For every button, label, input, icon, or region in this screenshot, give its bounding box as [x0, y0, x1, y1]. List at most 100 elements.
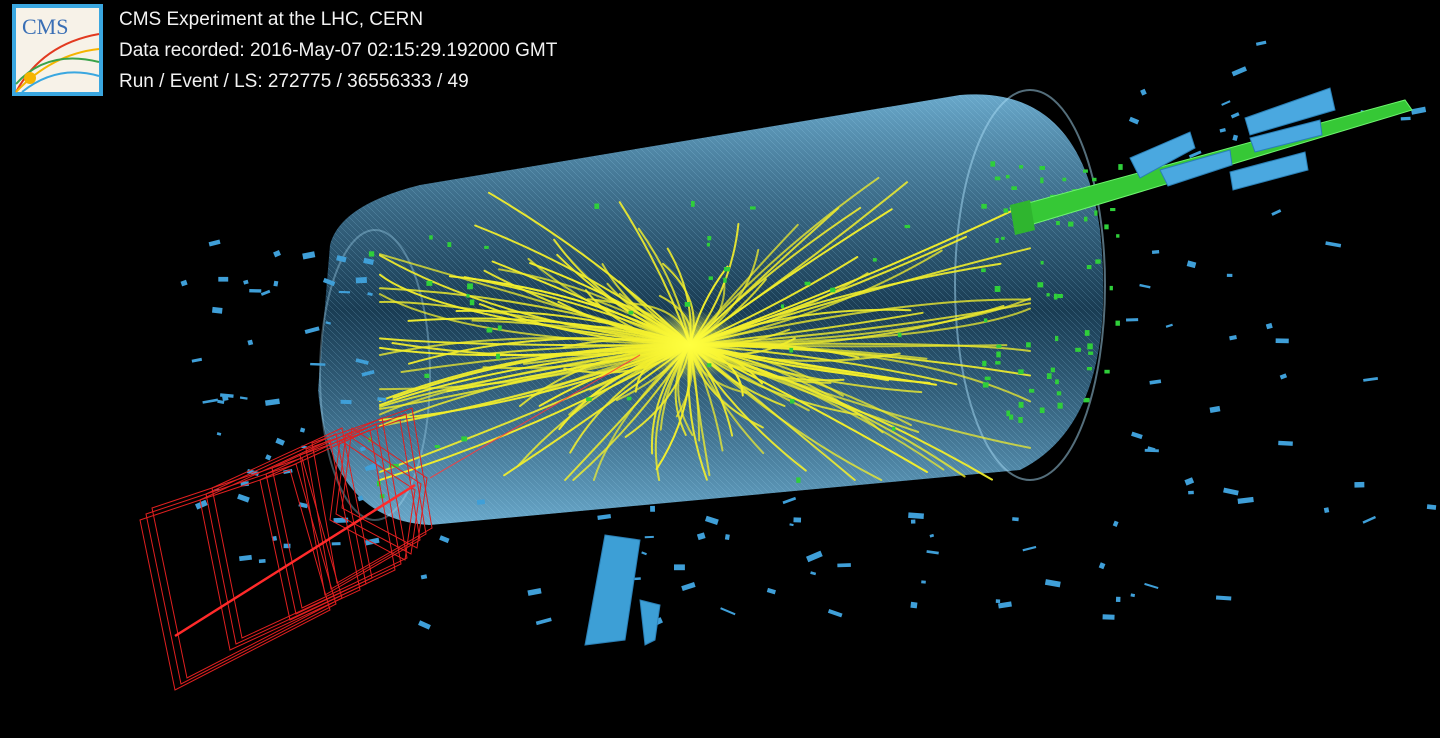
hit [1104, 369, 1110, 374]
calo-speck [1223, 487, 1239, 496]
calo-speck [304, 326, 320, 335]
hit [984, 376, 991, 381]
hit [466, 294, 470, 298]
hit [1094, 210, 1098, 216]
calo-speck [995, 599, 1001, 604]
jet-towers [1129, 87, 1336, 191]
hit [1029, 388, 1035, 393]
calo-speck [724, 534, 730, 540]
hit [586, 397, 592, 401]
calo-speck [208, 239, 221, 247]
calo-speck [1232, 134, 1239, 142]
hit [429, 235, 433, 240]
calo-speck [597, 513, 612, 520]
calo-speck [1323, 507, 1330, 514]
hit [434, 445, 440, 449]
hit [1057, 402, 1063, 409]
calo-speck [1229, 335, 1237, 341]
hit [708, 276, 713, 280]
calo-speck [650, 505, 656, 512]
muon-chamber [311, 407, 433, 584]
hit [1009, 414, 1014, 420]
hit [691, 201, 695, 207]
hit [684, 302, 691, 307]
calo-speck [359, 446, 366, 452]
calo-speck [216, 432, 222, 436]
muon-chamber [145, 463, 337, 685]
calo-speck [273, 250, 281, 258]
hit [447, 242, 452, 248]
track [689, 307, 1031, 346]
muon-chambers [139, 407, 433, 691]
hit [1092, 177, 1097, 182]
hit [904, 224, 911, 229]
hit [1055, 335, 1059, 342]
calo-speck [476, 499, 486, 505]
track [689, 297, 1031, 346]
hit [796, 477, 801, 483]
calo-speck [191, 357, 203, 363]
hit [995, 238, 999, 243]
calo-speck [1126, 318, 1139, 322]
calo-speck [1186, 260, 1197, 269]
calo-speck [364, 460, 381, 472]
calo-speck [1325, 241, 1342, 248]
calo-speck [827, 609, 843, 618]
hit [1053, 293, 1058, 300]
hit [982, 382, 989, 388]
hit [1001, 236, 1005, 240]
hit [1005, 174, 1010, 179]
calo-speck [322, 277, 336, 287]
calo-speck [275, 437, 285, 446]
hit [781, 304, 785, 309]
calo-speck [220, 393, 234, 398]
calo-speck [363, 257, 374, 265]
hit [996, 351, 1001, 358]
calo-speck [1151, 249, 1160, 254]
calo-speck [355, 358, 369, 365]
hit [1110, 208, 1116, 212]
hit [368, 251, 375, 257]
calo-speck [1426, 504, 1437, 510]
calo-speck [810, 571, 817, 576]
hit [1046, 373, 1052, 380]
calo-speck [420, 574, 428, 580]
hit [1068, 221, 1074, 227]
calo-speck [310, 362, 326, 366]
calo-speck [1115, 596, 1121, 603]
hit [1088, 351, 1094, 355]
calo-speck [806, 550, 823, 563]
hit [1040, 177, 1044, 184]
muon-chamber [199, 439, 361, 651]
calo-speck [1215, 595, 1232, 601]
data-recorded: Data recorded: 2016-May-07 02:15:29.1920… [119, 40, 558, 61]
calo-speck [720, 607, 736, 616]
calo-speck [302, 251, 316, 260]
hit [1075, 347, 1081, 352]
calo-speck [1221, 100, 1231, 106]
calo-speck [1278, 440, 1293, 446]
track [689, 343, 1031, 403]
hit [486, 327, 493, 333]
hit [1115, 320, 1120, 326]
hit [996, 344, 1002, 348]
hit [1018, 417, 1023, 423]
hit [461, 436, 468, 442]
calo-speck [1363, 376, 1379, 382]
hit [496, 353, 500, 360]
track [379, 300, 691, 346]
hit [469, 299, 475, 306]
calo-speck [1275, 338, 1289, 344]
hit [990, 161, 996, 167]
calo-speck [265, 454, 272, 461]
calo-speck [1255, 40, 1267, 46]
calo-speck [365, 537, 380, 546]
hit [467, 283, 473, 290]
hit [1006, 410, 1011, 417]
calo-speck [211, 306, 223, 314]
hit [724, 267, 730, 272]
hit [1084, 330, 1090, 336]
hit [1084, 216, 1088, 222]
calo-speck [674, 564, 685, 571]
hit [1046, 293, 1050, 297]
